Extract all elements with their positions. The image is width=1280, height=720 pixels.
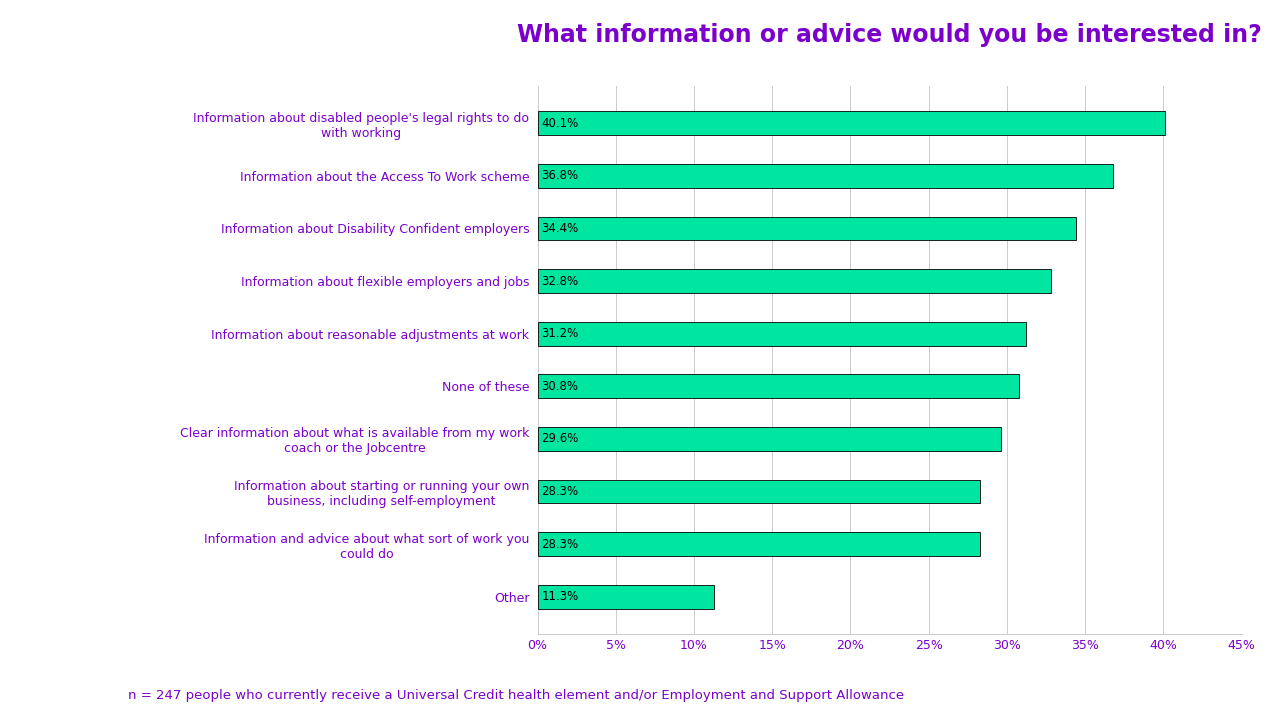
Bar (538, 585, 714, 608)
Text: 31.2%: 31.2% (541, 327, 579, 340)
Text: 11.3%: 11.3% (541, 590, 579, 603)
Bar (538, 217, 1075, 240)
Text: 34.4%: 34.4% (541, 222, 579, 235)
Bar (538, 532, 980, 556)
Text: 28.3%: 28.3% (541, 485, 579, 498)
Text: What information or advice would you be interested in?: What information or advice would you be … (517, 23, 1262, 47)
Text: 29.6%: 29.6% (541, 433, 579, 446)
Bar (538, 427, 1001, 451)
Bar (538, 164, 1114, 188)
Text: 30.8%: 30.8% (541, 380, 579, 393)
Text: n = 247 people who currently receive a Universal Credit health element and/or Em: n = 247 people who currently receive a U… (128, 689, 904, 702)
Text: 32.8%: 32.8% (541, 274, 579, 287)
Bar (538, 322, 1025, 346)
Bar (538, 374, 1019, 398)
Text: 36.8%: 36.8% (541, 169, 579, 182)
Text: 28.3%: 28.3% (541, 538, 579, 551)
Bar (538, 480, 980, 503)
Bar (538, 269, 1051, 293)
Bar (538, 112, 1165, 135)
Text: 40.1%: 40.1% (541, 117, 579, 130)
